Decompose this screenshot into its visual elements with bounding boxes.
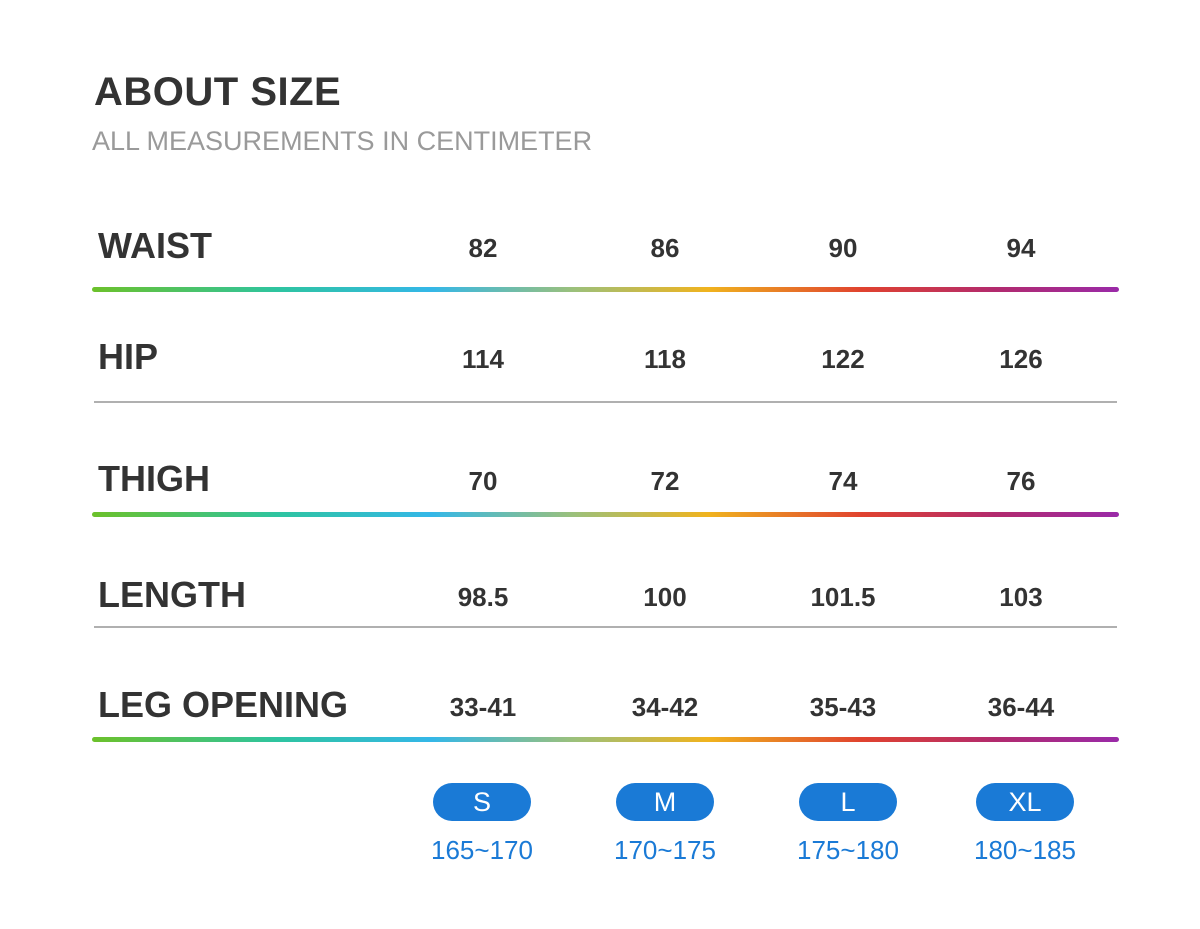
table-cell: 126 [999, 344, 1043, 374]
table-cell: 35-43 [809, 692, 877, 722]
height-range-s: 165~170 [431, 835, 533, 865]
row-label: THIGH [98, 458, 210, 499]
table-cell: 98.5 [457, 582, 509, 612]
size-badge-l: L [799, 783, 897, 821]
table-cell: 72 [650, 466, 680, 496]
height-range-m: 170~175 [614, 835, 716, 865]
row-label: LENGTH [98, 574, 246, 615]
plain-divider [94, 626, 1117, 628]
size-badge-xl: XL [976, 783, 1074, 821]
table-row-hip: HIP 114 118 122 126 [0, 335, 1200, 395]
gradient-divider [92, 512, 1119, 517]
plain-divider [94, 401, 1117, 403]
table-cell: 90 [828, 233, 858, 263]
gradient-divider [92, 737, 1119, 742]
table-cell: 34-42 [631, 692, 699, 722]
table-cell: 122 [821, 344, 865, 374]
size-badge-m: M [616, 783, 714, 821]
row-label: WAIST [98, 225, 212, 266]
size-badge-s: S [433, 783, 531, 821]
table-row-leg-opening: LEG OPENING 33-41 34-42 35-43 36-44 [0, 683, 1200, 743]
table-row-waist: WAIST 82 86 90 94 [0, 224, 1200, 284]
page-subtitle: ALL MEASUREMENTS IN CENTIMETER [92, 126, 593, 156]
table-cell: 82 [468, 233, 498, 263]
row-label: HIP [98, 336, 159, 377]
table-cell: 94 [1006, 233, 1036, 263]
page-title: ABOUT SIZE [94, 70, 342, 114]
table-cell: 100 [643, 582, 687, 612]
table-cell: 114 [462, 344, 504, 374]
table-row-length: LENGTH 98.5 100 101.5 103 [0, 573, 1200, 633]
table-cell: 103 [999, 582, 1043, 612]
table-row-thigh: THIGH 70 72 74 76 [0, 457, 1200, 517]
height-range-xl: 180~185 [974, 835, 1076, 865]
table-cell: 74 [828, 466, 858, 496]
row-label: LEG OPENING [98, 684, 349, 725]
table-cell: 101.5 [810, 582, 876, 612]
table-cell: 86 [650, 233, 680, 263]
table-cell: 76 [1006, 466, 1036, 496]
table-cell: 36-44 [987, 692, 1055, 722]
table-cell: 33-41 [449, 692, 517, 722]
table-cell: 118 [644, 344, 686, 374]
table-cell: 70 [468, 466, 498, 496]
gradient-divider [92, 287, 1119, 292]
height-range-l: 175~180 [797, 835, 899, 865]
